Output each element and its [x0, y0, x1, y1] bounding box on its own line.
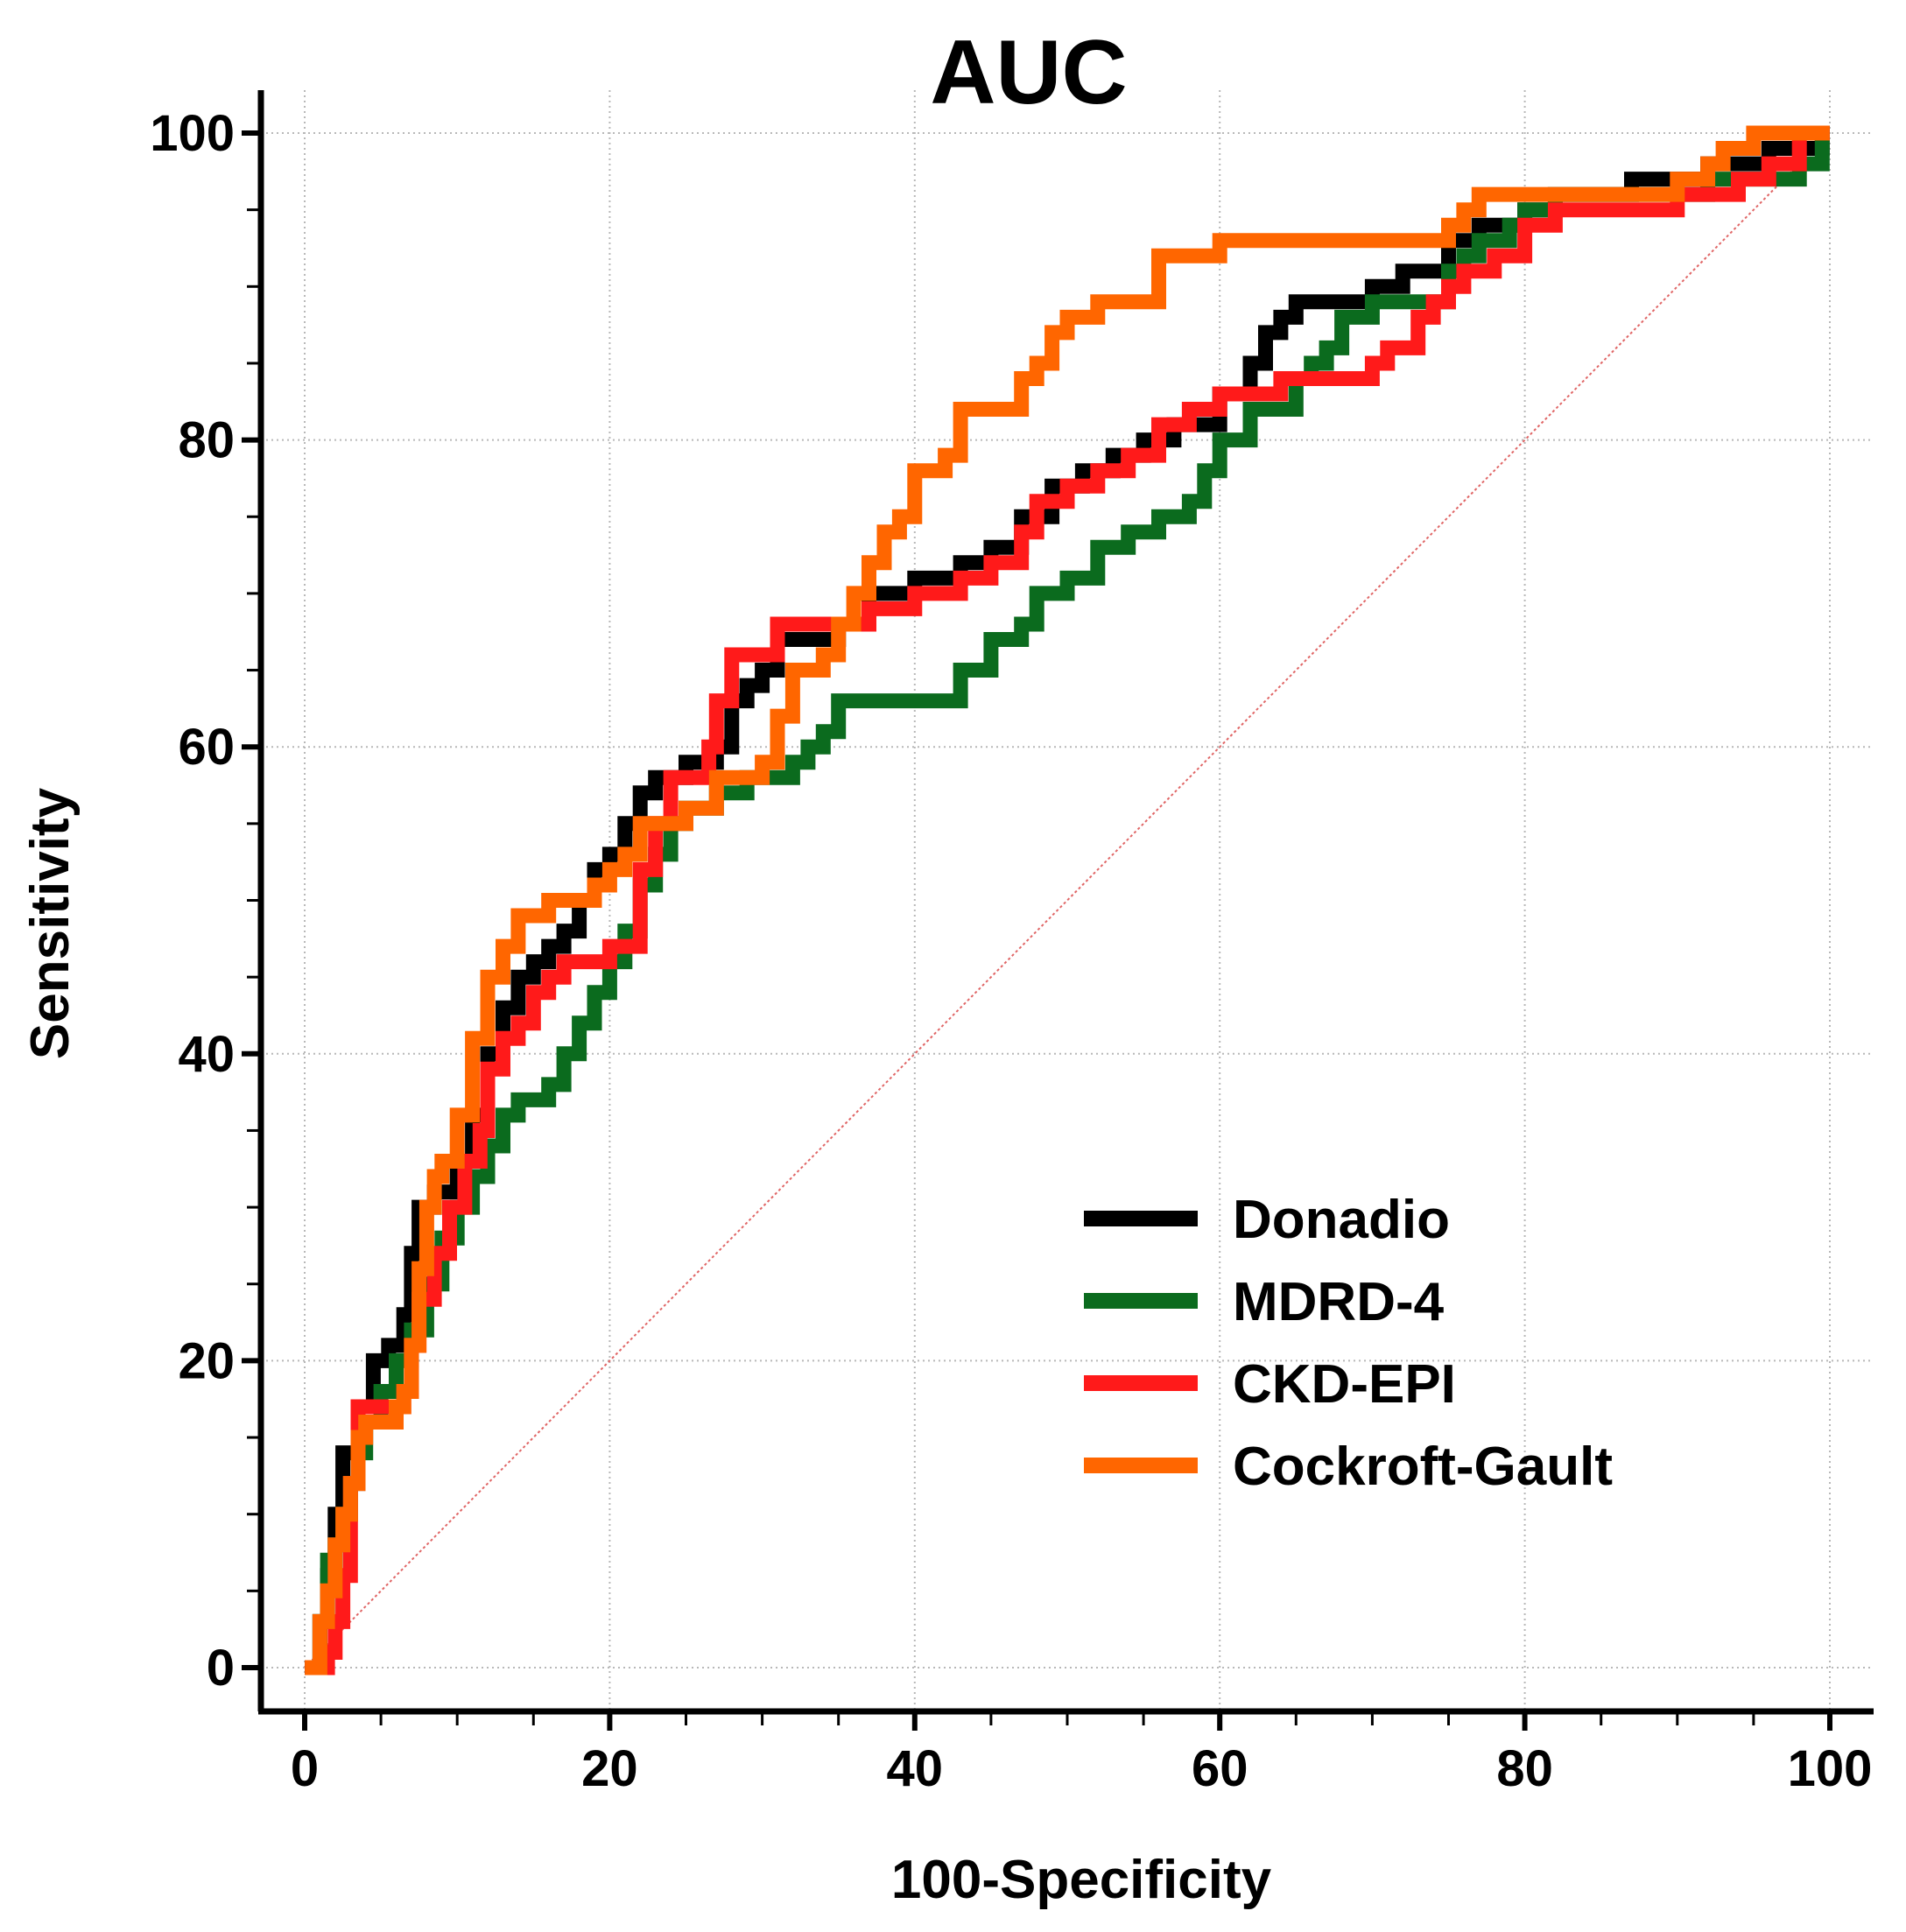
x-tick-label-0: 0 [291, 1740, 319, 1797]
y-tick-label-100: 100 [150, 105, 235, 162]
y-tick-label-0: 0 [207, 1640, 235, 1697]
x-tick-label-20: 20 [581, 1740, 638, 1797]
x-tick-label-100: 100 [1788, 1740, 1873, 1797]
legend-label-mdrd-4: MDRD-4 [1233, 1272, 1445, 1332]
y-tick-label-40: 40 [178, 1026, 235, 1083]
series-line-ckd-epi [305, 125, 1830, 1676]
series-line-cockroft-gault [305, 125, 1830, 1676]
reference-diagonal [304, 132, 1831, 1669]
legend-label-ckd-epi: CKD-EPI [1233, 1354, 1456, 1415]
reference-line [304, 132, 1831, 1669]
x-axis-label: 100-Specificity [891, 1850, 1272, 1910]
legend-label-donadio: Donadio [1233, 1190, 1450, 1250]
legend-label-cockroft-gault: Cockroft-Gault [1233, 1437, 1613, 1497]
legend: Donadio MDRD-4 CKD-EPI Cockroft-Gault [1084, 1190, 1613, 1497]
y-tick-label-20: 20 [178, 1332, 235, 1389]
series-lines [305, 125, 1830, 1676]
axes [242, 90, 1874, 1731]
y-tick-label-60: 60 [178, 719, 235, 776]
x-tick-label-60: 60 [1192, 1740, 1248, 1797]
y-tick-label-80: 80 [178, 412, 235, 469]
x-tick-label-80: 80 [1496, 1740, 1553, 1797]
gridlines [261, 90, 1874, 1711]
tick-labels: 0 20 40 60 80 100 0 20 40 60 80 100 [150, 105, 1872, 1797]
chart-title: AUC [930, 22, 1127, 123]
x-tick-label-40: 40 [887, 1740, 944, 1797]
y-axis-label: Sensitivity [20, 787, 81, 1059]
